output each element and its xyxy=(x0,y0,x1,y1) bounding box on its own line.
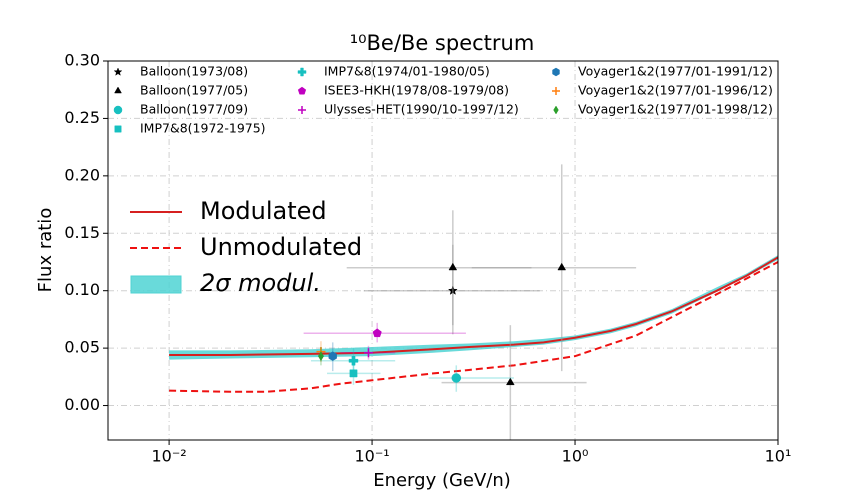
legend-label: Unmodulated xyxy=(200,233,362,261)
plot-frame xyxy=(107,60,779,441)
legend-label: Ulysses-HET(1990/10-1997/12) xyxy=(324,102,519,117)
legend-marker xyxy=(297,67,307,77)
marker xyxy=(557,262,567,271)
legend-marker xyxy=(553,105,559,115)
y-axis-label: Flux ratio xyxy=(35,208,56,293)
legend-marker xyxy=(113,105,123,115)
legend-marker xyxy=(114,125,122,133)
legend-marker xyxy=(552,87,560,95)
x-axis-label: Energy (GeV/n) xyxy=(373,470,511,491)
legend-label: Modulated xyxy=(200,197,327,225)
curve xyxy=(169,261,778,393)
legend-marker xyxy=(114,86,122,94)
x-tick-label: 10⁻² xyxy=(151,447,186,466)
chart-title: ¹⁰Be/Be spectrum xyxy=(350,31,535,55)
marker xyxy=(448,262,458,271)
y-tick-label: 0.30 xyxy=(64,51,100,70)
marker xyxy=(451,373,462,383)
marker xyxy=(317,351,324,362)
legend-marker xyxy=(552,67,560,77)
y-tick-label: 0.15 xyxy=(64,223,100,242)
legend-label: IMP7&8(1972-1975) xyxy=(140,121,266,136)
marker xyxy=(372,328,382,338)
legend-label: IMP7&8(1974/01-1980/05) xyxy=(324,64,490,79)
legend-label: Balloon(1973/08) xyxy=(140,64,248,79)
x-tick-label: 10¹ xyxy=(765,447,792,466)
x-tick-label: 10⁻¹ xyxy=(354,447,389,466)
marker xyxy=(348,356,359,366)
x-tick-label: 10⁰ xyxy=(562,447,589,466)
legend-label: Voyager1&2(1977/01-1996/12) xyxy=(578,83,773,98)
legend-marker xyxy=(113,67,123,76)
legend-label: Voyager1&2(1977/01-1998/12) xyxy=(578,102,773,117)
marker xyxy=(349,369,358,378)
legend-marker xyxy=(297,86,307,95)
marker xyxy=(363,348,373,358)
legend-marker xyxy=(298,106,306,114)
y-tick-label: 0.25 xyxy=(64,108,100,127)
y-tick-label: 0.00 xyxy=(64,395,100,414)
legend-label: Balloon(1977/09) xyxy=(140,102,248,117)
y-tick-label: 0.05 xyxy=(64,338,100,357)
legend-label: ISEE3-HKH(1978/08-1979/08) xyxy=(324,83,509,98)
y-tick-label: 0.20 xyxy=(64,165,100,184)
y-tick-label: 0.10 xyxy=(64,280,100,299)
marker xyxy=(328,351,337,361)
legend-label: 2σ modul. xyxy=(200,269,321,297)
legend-label: Balloon(1977/05) xyxy=(140,83,248,98)
legend-swatch xyxy=(130,275,182,294)
legend-label: Voyager1&2(1977/01-1991/12) xyxy=(578,64,773,79)
marker xyxy=(506,377,515,386)
